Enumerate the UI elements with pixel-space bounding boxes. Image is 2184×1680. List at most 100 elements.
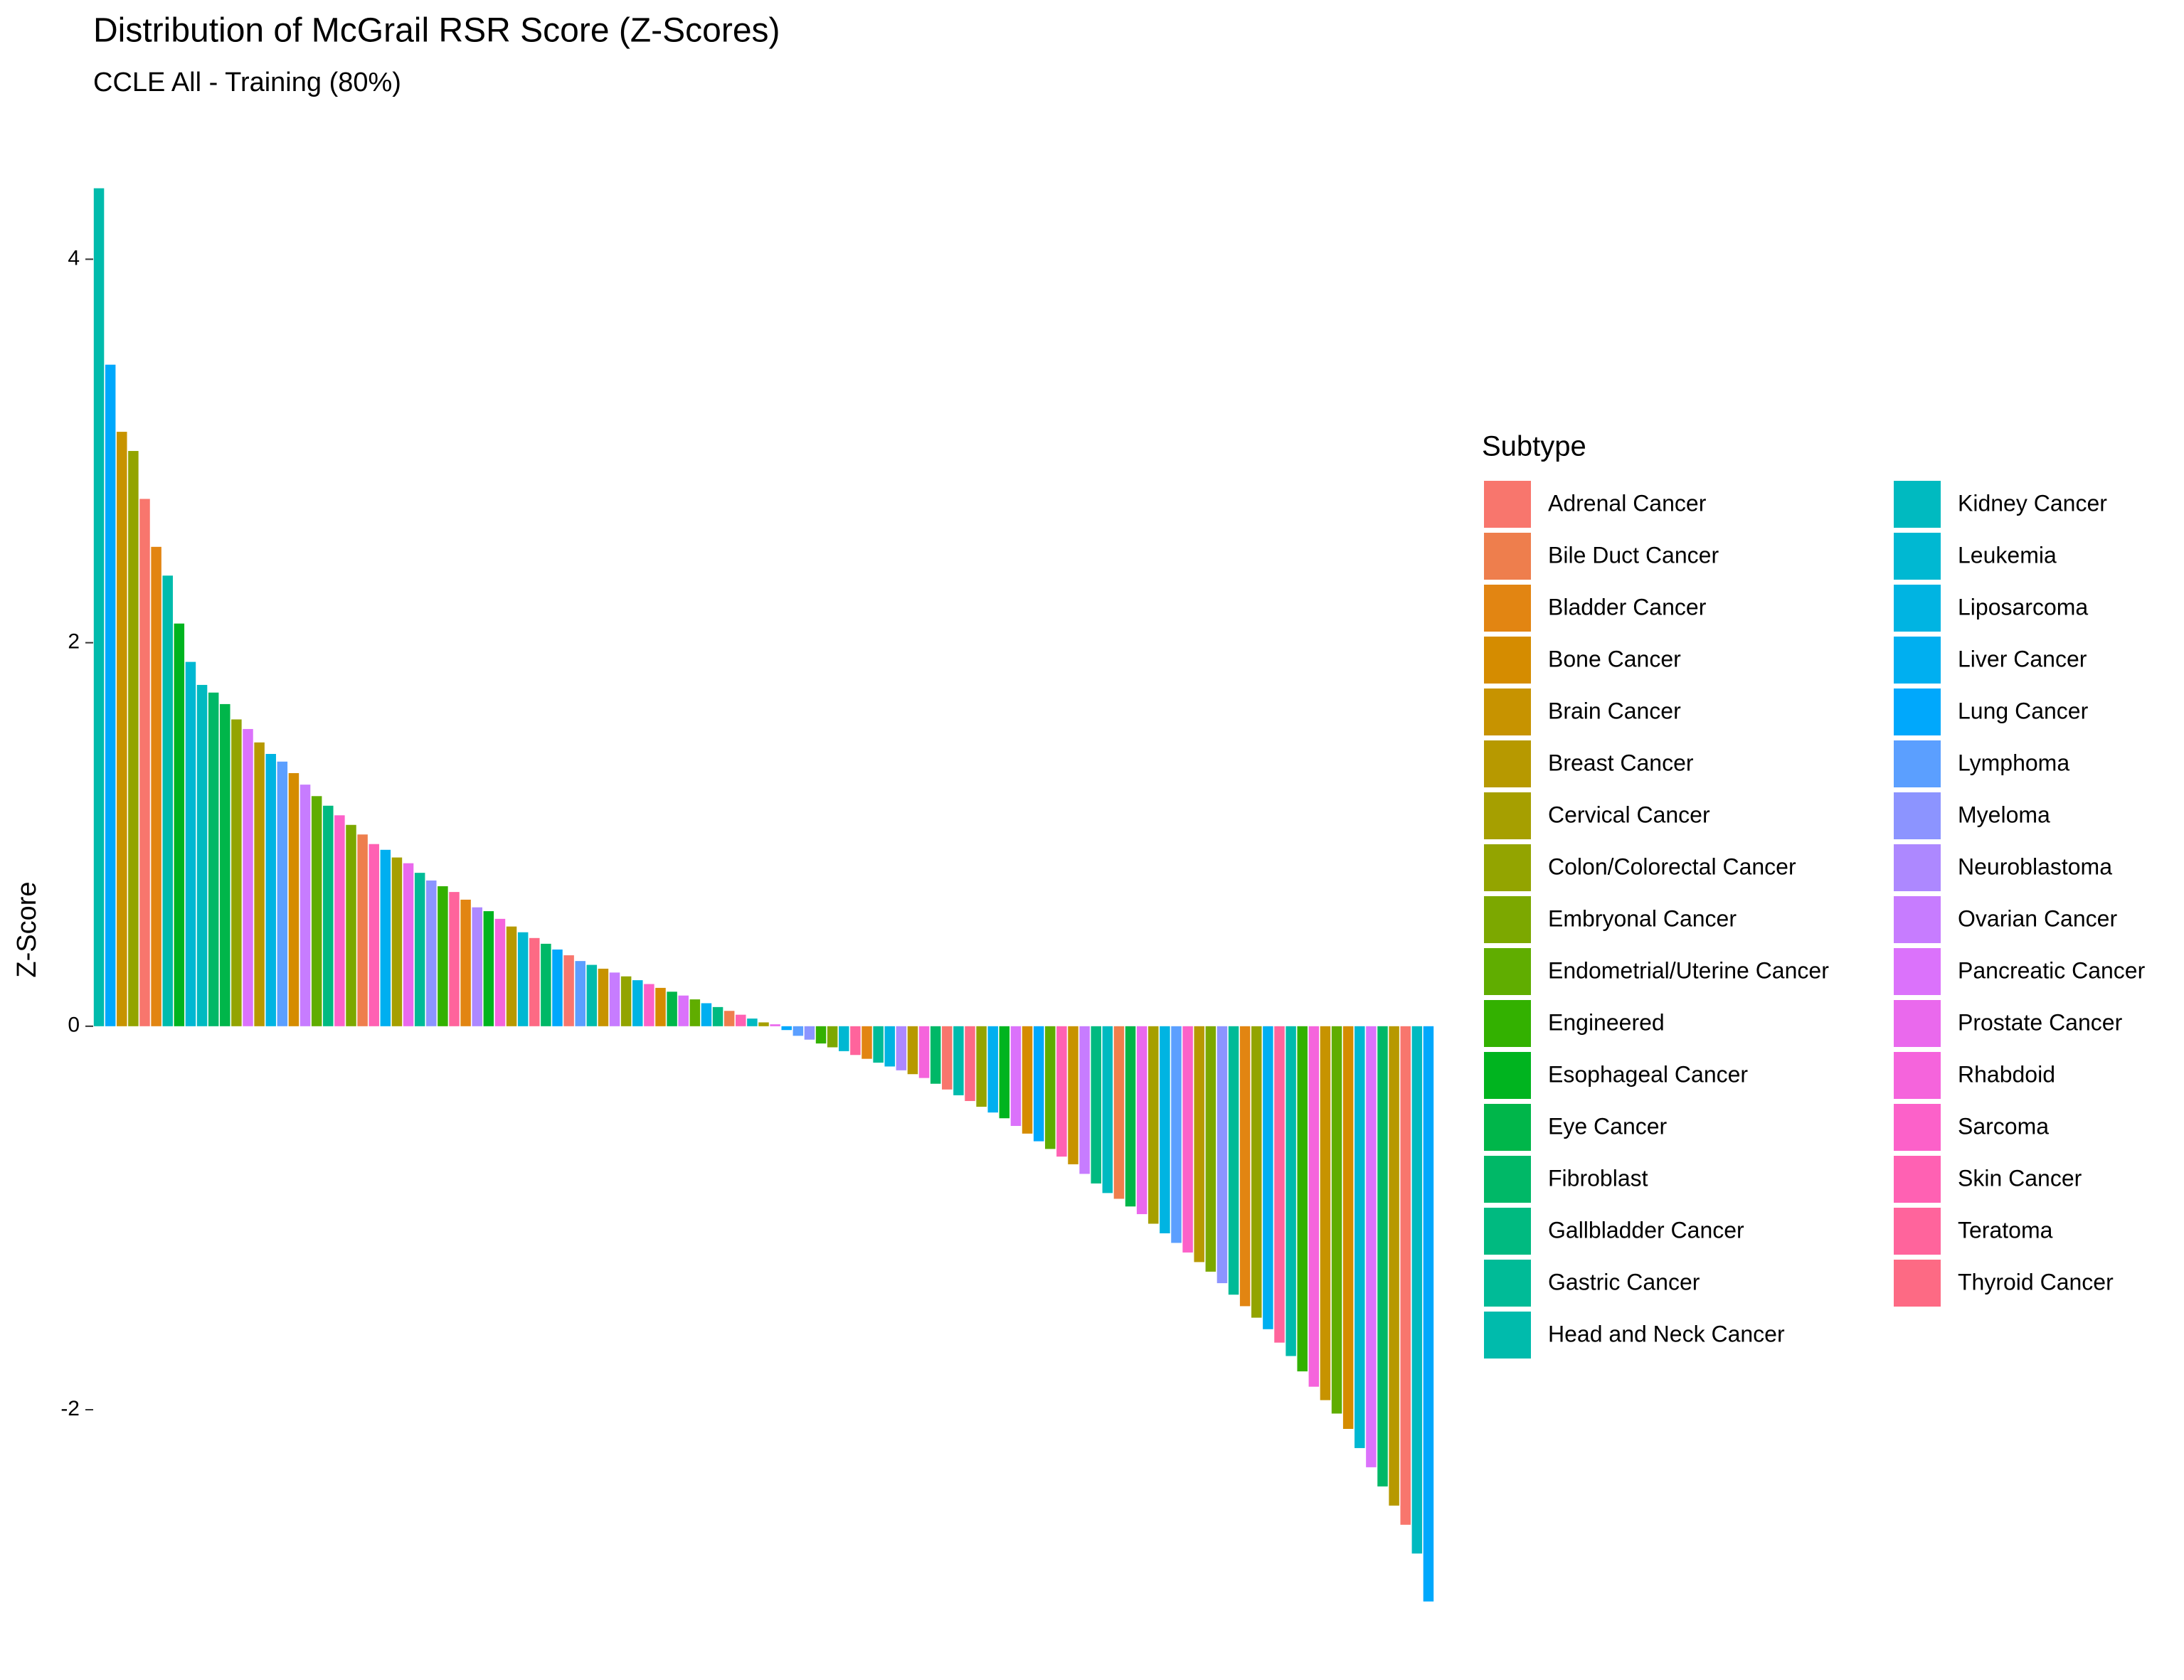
legend-key (1483, 999, 1532, 1048)
bar (575, 961, 585, 1026)
bar (1366, 1026, 1377, 1467)
bar (128, 451, 139, 1026)
bar (747, 1019, 758, 1026)
legend-key (1483, 1310, 1532, 1360)
legend-key (1892, 531, 1942, 581)
bar (632, 980, 643, 1026)
y-tick-label: -2 (60, 1397, 80, 1420)
bar (999, 1026, 1010, 1119)
bar (701, 1003, 712, 1026)
y-tick-label: 0 (68, 1014, 80, 1037)
bar (793, 1026, 804, 1036)
legend-key (1892, 1154, 1942, 1204)
bar (1171, 1026, 1182, 1243)
bar (196, 684, 208, 1026)
legend-label: Cervical Cancer (1548, 802, 1710, 827)
bar (299, 785, 311, 1026)
legend-key (1483, 583, 1532, 633)
legend-label: Esophageal Cancer (1548, 1061, 1748, 1087)
bar (403, 863, 414, 1026)
bar (1274, 1026, 1285, 1343)
bar (1342, 1026, 1354, 1429)
bar (896, 1026, 907, 1070)
bar (517, 932, 529, 1026)
bar (483, 911, 494, 1026)
legend-label: Lung Cancer (1958, 698, 2089, 723)
bar (1033, 1026, 1044, 1142)
legend-label: Embryonal Cancer (1548, 905, 1737, 931)
bar (827, 1026, 838, 1048)
legend-label: Colon/Colorectal Cancer (1548, 854, 1796, 879)
legend-key (1483, 1206, 1532, 1256)
bar (311, 796, 322, 1026)
legend-key (1892, 791, 1942, 841)
legend-label: Liposarcoma (1958, 594, 2088, 620)
bar (380, 849, 391, 1026)
bar (1216, 1026, 1228, 1284)
bar (1056, 1026, 1067, 1157)
bar (254, 742, 265, 1026)
bar (873, 1026, 884, 1063)
legend-key (1483, 635, 1532, 685)
bar (1068, 1026, 1078, 1164)
legend-label: Gallbladder Cancer (1548, 1217, 1744, 1243)
legend-key (1483, 739, 1532, 789)
legend-key (1483, 479, 1532, 529)
bar (139, 499, 150, 1026)
legend-label: Head and Neck Cancer (1548, 1321, 1785, 1346)
bar (414, 873, 425, 1026)
bar (1389, 1026, 1399, 1506)
bar (1308, 1026, 1320, 1387)
bar (323, 805, 334, 1026)
legend-label: Kidney Cancer (1958, 490, 2107, 516)
bar (460, 899, 471, 1026)
legend-key (1483, 947, 1532, 996)
bar (334, 815, 345, 1026)
bar (736, 1014, 746, 1026)
bar (1320, 1026, 1331, 1400)
legend-label: Bone Cancer (1548, 646, 1681, 671)
bar (1377, 1026, 1388, 1487)
bar (1355, 1026, 1365, 1448)
bar (288, 772, 299, 1026)
bar (93, 188, 105, 1026)
bar (494, 918, 506, 1026)
bar (850, 1026, 861, 1056)
bar (1091, 1026, 1101, 1184)
y-axis-label: Z-Score (12, 881, 42, 977)
legend-key (1483, 1258, 1532, 1308)
bar (1022, 1026, 1033, 1134)
bar (1079, 1026, 1090, 1174)
bar (1411, 1026, 1423, 1554)
legend-label: Prostate Cancer (1958, 1009, 2123, 1035)
y-tick-label: 4 (68, 246, 80, 270)
bar (598, 968, 609, 1026)
bar (804, 1026, 815, 1040)
bar (907, 1026, 918, 1075)
bar (1148, 1026, 1159, 1224)
bar (839, 1026, 849, 1051)
bar (265, 754, 276, 1026)
bar (243, 728, 253, 1026)
chart-subtitle: CCLE All - Training (80%) (93, 68, 401, 97)
bar (208, 692, 219, 1026)
legend-key (1892, 739, 1942, 789)
bar (472, 907, 482, 1026)
bar (449, 892, 460, 1026)
bar (369, 844, 379, 1026)
bar (1125, 1026, 1136, 1207)
bar (231, 719, 242, 1026)
bar (185, 661, 196, 1026)
legend-label: Thyroid Cancer (1958, 1269, 2114, 1294)
bar (357, 834, 368, 1026)
legend-label: Myeloma (1958, 802, 2050, 827)
legend-label: Adrenal Cancer (1548, 490, 1707, 516)
legend-key (1483, 791, 1532, 841)
bar (174, 623, 185, 1026)
legend-key (1483, 531, 1532, 581)
bar (862, 1026, 872, 1059)
legend-label: Bile Duct Cancer (1548, 542, 1719, 568)
legend-key (1892, 999, 1942, 1048)
legend-label: Bladder Cancer (1548, 594, 1707, 620)
